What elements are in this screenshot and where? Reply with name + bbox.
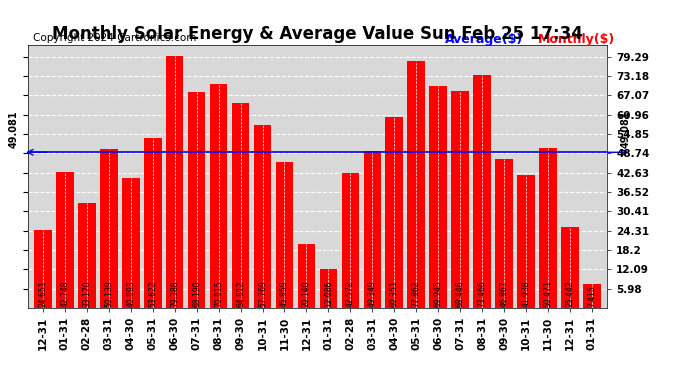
Title: Monthly Solar Energy & Average Value Sun Feb 25 17:34: Monthly Solar Energy & Average Value Sun… xyxy=(52,26,583,44)
Bar xyxy=(100,149,117,308)
Text: 33.170: 33.170 xyxy=(82,280,91,306)
Text: 42.748: 42.748 xyxy=(61,280,70,306)
Text: 20.140: 20.140 xyxy=(302,280,311,306)
Bar xyxy=(254,125,271,308)
Bar xyxy=(583,284,600,308)
Bar xyxy=(386,117,403,308)
Text: 49.081: 49.081 xyxy=(621,110,631,147)
Text: 77.862: 77.862 xyxy=(412,280,421,306)
Bar xyxy=(319,269,337,308)
Bar xyxy=(188,92,206,308)
Bar xyxy=(166,56,184,308)
Text: 50.471: 50.471 xyxy=(544,280,553,306)
Text: 68.446: 68.446 xyxy=(455,280,464,306)
Bar xyxy=(451,91,469,308)
Text: 24.651: 24.651 xyxy=(39,280,48,306)
Bar xyxy=(56,172,74,308)
Text: 50.139: 50.139 xyxy=(104,280,113,306)
Text: 46.867: 46.867 xyxy=(500,280,509,306)
Text: 73.466: 73.466 xyxy=(477,280,486,306)
Text: 60.351: 60.351 xyxy=(390,280,399,306)
Bar xyxy=(210,84,228,308)
Text: 53.622: 53.622 xyxy=(148,280,157,306)
Text: 68.190: 68.190 xyxy=(192,280,201,306)
Bar xyxy=(561,227,579,308)
Bar xyxy=(539,148,557,308)
Text: Copyright 2024 Cartronics.com: Copyright 2024 Cartronics.com xyxy=(33,33,197,43)
Bar xyxy=(473,75,491,307)
Text: Average($): Average($) xyxy=(445,33,523,46)
Text: 25.442: 25.442 xyxy=(565,280,574,306)
Bar xyxy=(232,102,249,308)
Text: Monthly($): Monthly($) xyxy=(538,33,615,46)
Text: 49.081: 49.081 xyxy=(8,110,19,147)
Bar xyxy=(342,173,359,308)
Text: 7.415: 7.415 xyxy=(587,285,596,306)
Text: 45.859: 45.859 xyxy=(280,280,289,306)
Bar xyxy=(364,152,381,308)
Text: 70.815: 70.815 xyxy=(214,280,223,306)
Bar xyxy=(78,202,96,308)
Bar xyxy=(297,244,315,308)
Text: 57.769: 57.769 xyxy=(258,280,267,306)
Bar xyxy=(276,162,293,308)
Bar xyxy=(122,178,139,308)
Text: 79.388: 79.388 xyxy=(170,280,179,306)
Text: 69.945: 69.945 xyxy=(433,280,443,306)
Bar xyxy=(34,230,52,308)
Bar xyxy=(518,175,535,308)
Bar xyxy=(144,138,161,308)
Text: 40.893: 40.893 xyxy=(126,280,135,306)
Text: 49.349: 49.349 xyxy=(368,280,377,306)
Text: 42.572: 42.572 xyxy=(346,280,355,306)
Text: 12.086: 12.086 xyxy=(324,280,333,306)
Bar xyxy=(407,61,425,308)
Bar xyxy=(429,86,447,308)
Bar xyxy=(495,159,513,308)
Text: 64.812: 64.812 xyxy=(236,280,245,306)
Text: 41.938: 41.938 xyxy=(522,280,531,306)
